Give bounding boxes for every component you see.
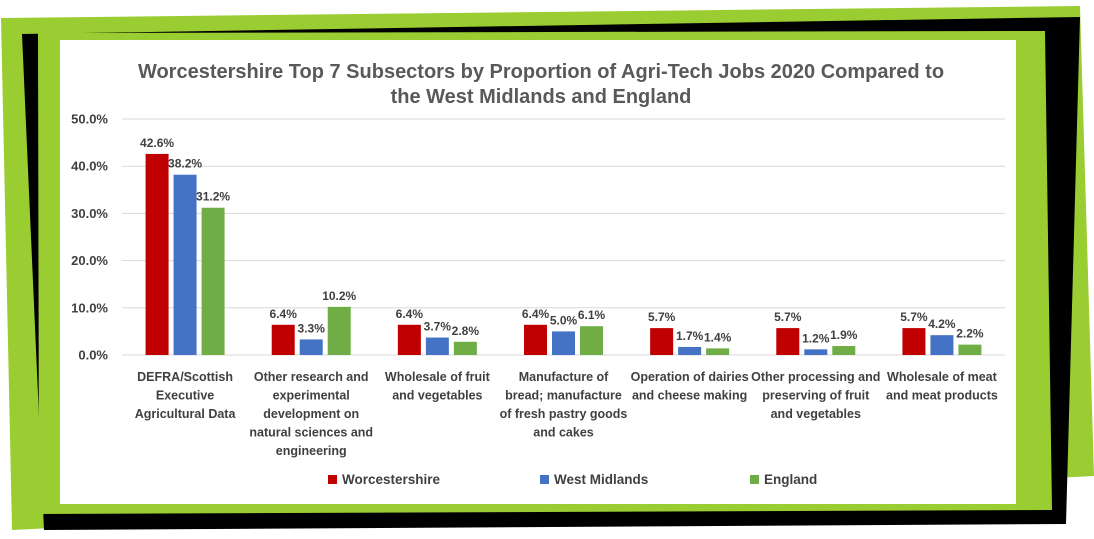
data-label: 1.9%	[830, 328, 858, 342]
category-label: Operation of dairies	[631, 370, 749, 384]
bar	[776, 328, 800, 355]
y-tick-label: 20.0%	[71, 253, 108, 268]
bar	[201, 207, 225, 355]
legend-swatch	[750, 475, 759, 484]
data-label: 2.2%	[956, 327, 984, 341]
data-label: 31.2%	[196, 190, 230, 204]
data-label: 5.7%	[648, 310, 676, 324]
category-label: Other processing and	[751, 370, 880, 384]
category-label: development on	[263, 407, 359, 421]
category-label: and vegetables	[771, 407, 861, 421]
data-label: 1.4%	[704, 330, 732, 344]
bar	[958, 344, 982, 355]
category-label: Executive	[156, 389, 214, 403]
bar	[552, 331, 575, 355]
y-tick-label: 10.0%	[71, 300, 108, 315]
y-tick-label: 40.0%	[71, 159, 108, 174]
bar	[271, 324, 295, 355]
data-label: 6.4%	[270, 307, 298, 321]
data-label: 6.4%	[522, 307, 550, 321]
category-label: DEFRA/Scottish	[137, 370, 233, 384]
bar	[299, 339, 323, 355]
legend-label: England	[764, 472, 817, 487]
bar	[832, 346, 856, 355]
category-label: and meat products	[886, 389, 998, 403]
category-label: engineering	[276, 444, 347, 458]
chart-title-line-2: the West Midlands and England	[391, 86, 692, 108]
category-label: Other research and	[254, 370, 369, 384]
bar	[902, 328, 926, 355]
data-label: 4.2%	[928, 317, 956, 331]
bar	[580, 326, 603, 355]
bar	[650, 328, 674, 355]
category-label: Wholesale of fruit	[385, 370, 491, 384]
bar	[453, 341, 477, 355]
category-label: Manufacture of	[519, 370, 609, 384]
legend-swatch	[540, 475, 549, 484]
category-label: experimental	[273, 389, 350, 403]
bar	[173, 174, 197, 355]
bar	[425, 337, 449, 355]
bar	[524, 324, 547, 355]
data-label: 1.2%	[802, 331, 830, 345]
bar	[930, 335, 954, 355]
data-label: 5.0%	[550, 313, 578, 327]
legend-label: Worcestershire	[342, 472, 441, 487]
data-labels: 42.6%38.2%31.2%6.4%3.3%10.2%6.4%3.7% 2.8%…	[140, 136, 984, 345]
legend: Worcestershire West Midlands England	[328, 472, 817, 487]
data-label: 6.4%	[396, 307, 424, 321]
data-label: 1.7%	[676, 329, 704, 343]
category-label: bread; manufacture	[505, 389, 622, 403]
category-label: of fresh pastry goods	[500, 407, 628, 421]
data-label: 42.6%	[140, 136, 174, 150]
bar	[327, 306, 351, 355]
bar	[397, 324, 421, 355]
y-tick-label: 30.0%	[71, 206, 108, 221]
data-label: 3.3%	[298, 321, 326, 335]
category-label: and cakes	[533, 426, 594, 440]
category-label: Wholesale of meat	[887, 370, 998, 384]
y-tick-label: 0.0%	[78, 348, 108, 363]
category-label: Agricultural Data	[135, 407, 237, 421]
y-tick-label: 50.0%	[71, 112, 108, 127]
y-axis-ticks: 0.0% 10.0% 20.0% 30.0% 40.0% 50.0%	[71, 112, 108, 363]
data-label: 10.2%	[322, 289, 356, 303]
data-label: 38.2%	[168, 157, 202, 171]
bar	[706, 348, 730, 355]
chart-title-line-1: Worcestershire Top 7 Subsectors by Propo…	[138, 61, 944, 83]
category-label: natural sciences and	[249, 426, 373, 440]
data-label: 5.7%	[774, 310, 802, 324]
bar	[678, 346, 702, 355]
category-label: and vegetables	[392, 389, 482, 403]
category-label: and cheese making	[632, 389, 747, 403]
category-label: preserving of fruit	[762, 389, 870, 403]
bars	[145, 153, 982, 355]
data-label: 2.8%	[452, 324, 480, 338]
bar	[804, 349, 828, 355]
data-label: 6.1%	[578, 308, 606, 322]
category-labels: DEFRA/Scottish Executive Agricultural Data…	[135, 370, 998, 458]
data-label: 3.7%	[424, 320, 452, 334]
bar	[145, 153, 169, 355]
legend-label: West Midlands	[554, 472, 648, 487]
data-label: 5.7%	[900, 310, 928, 324]
legend-swatch	[328, 475, 337, 484]
